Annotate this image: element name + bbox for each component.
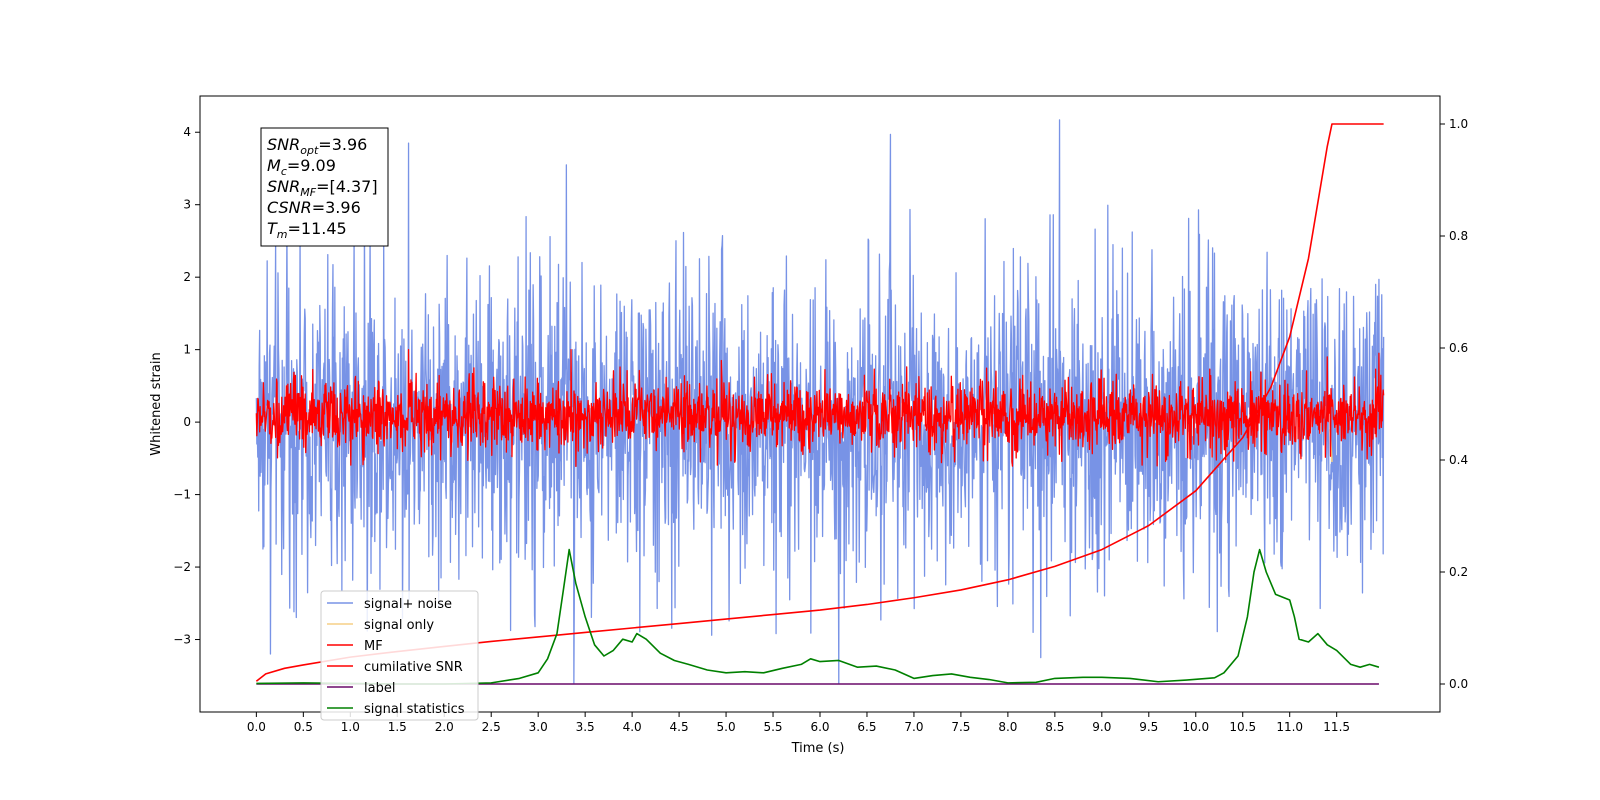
legend-frame [320, 590, 479, 721]
x-axis-label: Time (s) [791, 741, 845, 756]
series-mf [255, 349, 1385, 467]
annotation-line: SNRopt=3.96 [267, 135, 367, 157]
x-tick-label: 10.5 [1229, 720, 1256, 734]
x-tick-label: 2.0 [435, 720, 454, 734]
annotation-line: CSNR=3.96 [267, 198, 361, 217]
x-tick-label: 11.5 [1323, 720, 1350, 734]
x-tick-label: 9.5 [1139, 720, 1158, 734]
series-signal-statistics [256, 548, 1380, 685]
x-tick-label: 3.5 [576, 720, 595, 734]
y-axis-left: −3 −2 −1 0 1 2 3 4 [173, 125, 200, 647]
annotation-line: SNRMF=[4.37] [267, 177, 378, 199]
x-tick-label: 1.5 [388, 720, 407, 734]
y-tick-label-right: 0.4 [1449, 453, 1468, 467]
legend: signal+ noise signal only MF cumilative SNR… [320, 590, 479, 721]
y-tick-label-left: 4 [183, 125, 191, 139]
legend-label: MF [364, 639, 383, 654]
x-tick-label: 8.0 [998, 720, 1017, 734]
x-tick-label: 10.0 [1182, 720, 1209, 734]
x-tick-label: 3.0 [529, 720, 548, 734]
x-tick-label: 7.5 [951, 720, 970, 734]
x-tick-label: 8.5 [1045, 720, 1064, 734]
y-tick-label-left: −3 [173, 633, 191, 647]
y-tick-label-left: 1 [183, 343, 191, 357]
y-tick-label-right: 0.2 [1449, 565, 1468, 579]
y-tick-label-left: 2 [183, 270, 191, 284]
x-tick-label: 5.5 [763, 720, 782, 734]
x-tick-label: 9.0 [1092, 720, 1111, 734]
x-tick-label: 2.5 [482, 720, 501, 734]
y-tick-label-right: 0.0 [1449, 677, 1468, 691]
y-tick-label-left: −1 [173, 488, 191, 502]
legend-label: signal statistics [364, 702, 465, 717]
x-axis: 0.0 0.5 1.0 1.5 2.0 2.5 3.0 3.5 4.0 4.5 5.0 5.5 6.0 6… [247, 712, 1350, 734]
x-tick-label: 0.5 [294, 720, 313, 734]
x-tick-label: 11.0 [1276, 720, 1303, 734]
y-axis-right: 0.0 0.2 0.4 0.6 0.8 1.0 [1440, 117, 1468, 691]
x-tick-label: 4.0 [623, 720, 642, 734]
legend-label: signal only [364, 618, 434, 633]
x-tick-label: 6.5 [857, 720, 876, 734]
y-tick-label-left: −2 [173, 560, 191, 574]
x-tick-label: 5.0 [717, 720, 736, 734]
annotation-line: Tm=11.45 [267, 219, 347, 241]
x-tick-label: 0.0 [247, 720, 266, 734]
x-tick-label: 1.0 [341, 720, 360, 734]
legend-label: label [364, 681, 395, 696]
x-tick-label: 4.5 [670, 720, 689, 734]
y-tick-label-right: 0.8 [1449, 229, 1468, 243]
annotation-frame [260, 127, 389, 247]
x-tick-label: 6.0 [810, 720, 829, 734]
y-axis-label: Whitened strain [149, 352, 164, 455]
y-tick-label-left: 0 [183, 415, 191, 429]
y-tick-label-right: 0.6 [1449, 341, 1468, 355]
legend-label: cumilative SNR [364, 660, 463, 675]
legend-label: signal+ noise [364, 597, 452, 612]
annotation-line: Mc=9.09 [267, 156, 336, 178]
series-signal-noise [255, 119, 1385, 684]
y-tick-label-right: 1.0 [1449, 117, 1468, 131]
y-tick-label-left: 3 [183, 198, 191, 212]
x-tick-label: 7.0 [904, 720, 923, 734]
